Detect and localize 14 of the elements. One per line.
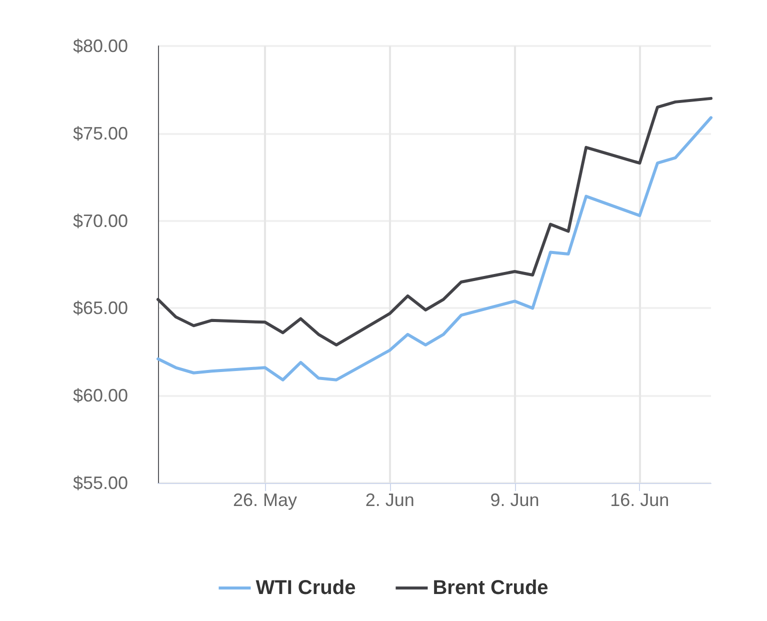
y-tick-label: $55.00 xyxy=(72,473,128,493)
y-tick-label: $70.00 xyxy=(72,210,128,231)
line-series xyxy=(156,96,712,346)
x-tick-label: 26. May xyxy=(233,490,298,510)
y-tick-label: $80.00 xyxy=(72,36,128,56)
y-tick-label: $60.00 xyxy=(72,386,128,406)
x-tick-label: 9. Jun xyxy=(490,490,540,510)
x-tick-label: 2. Jun xyxy=(365,490,414,510)
y-tick-label: $75.00 xyxy=(72,123,128,144)
line-series xyxy=(156,116,712,382)
legend-label: Brent Crude xyxy=(432,577,548,599)
y-tick-label: $65.00 xyxy=(72,298,128,318)
x-tick-label: 16. Jun xyxy=(610,490,670,510)
legend-label: WTI Crude xyxy=(256,577,356,599)
